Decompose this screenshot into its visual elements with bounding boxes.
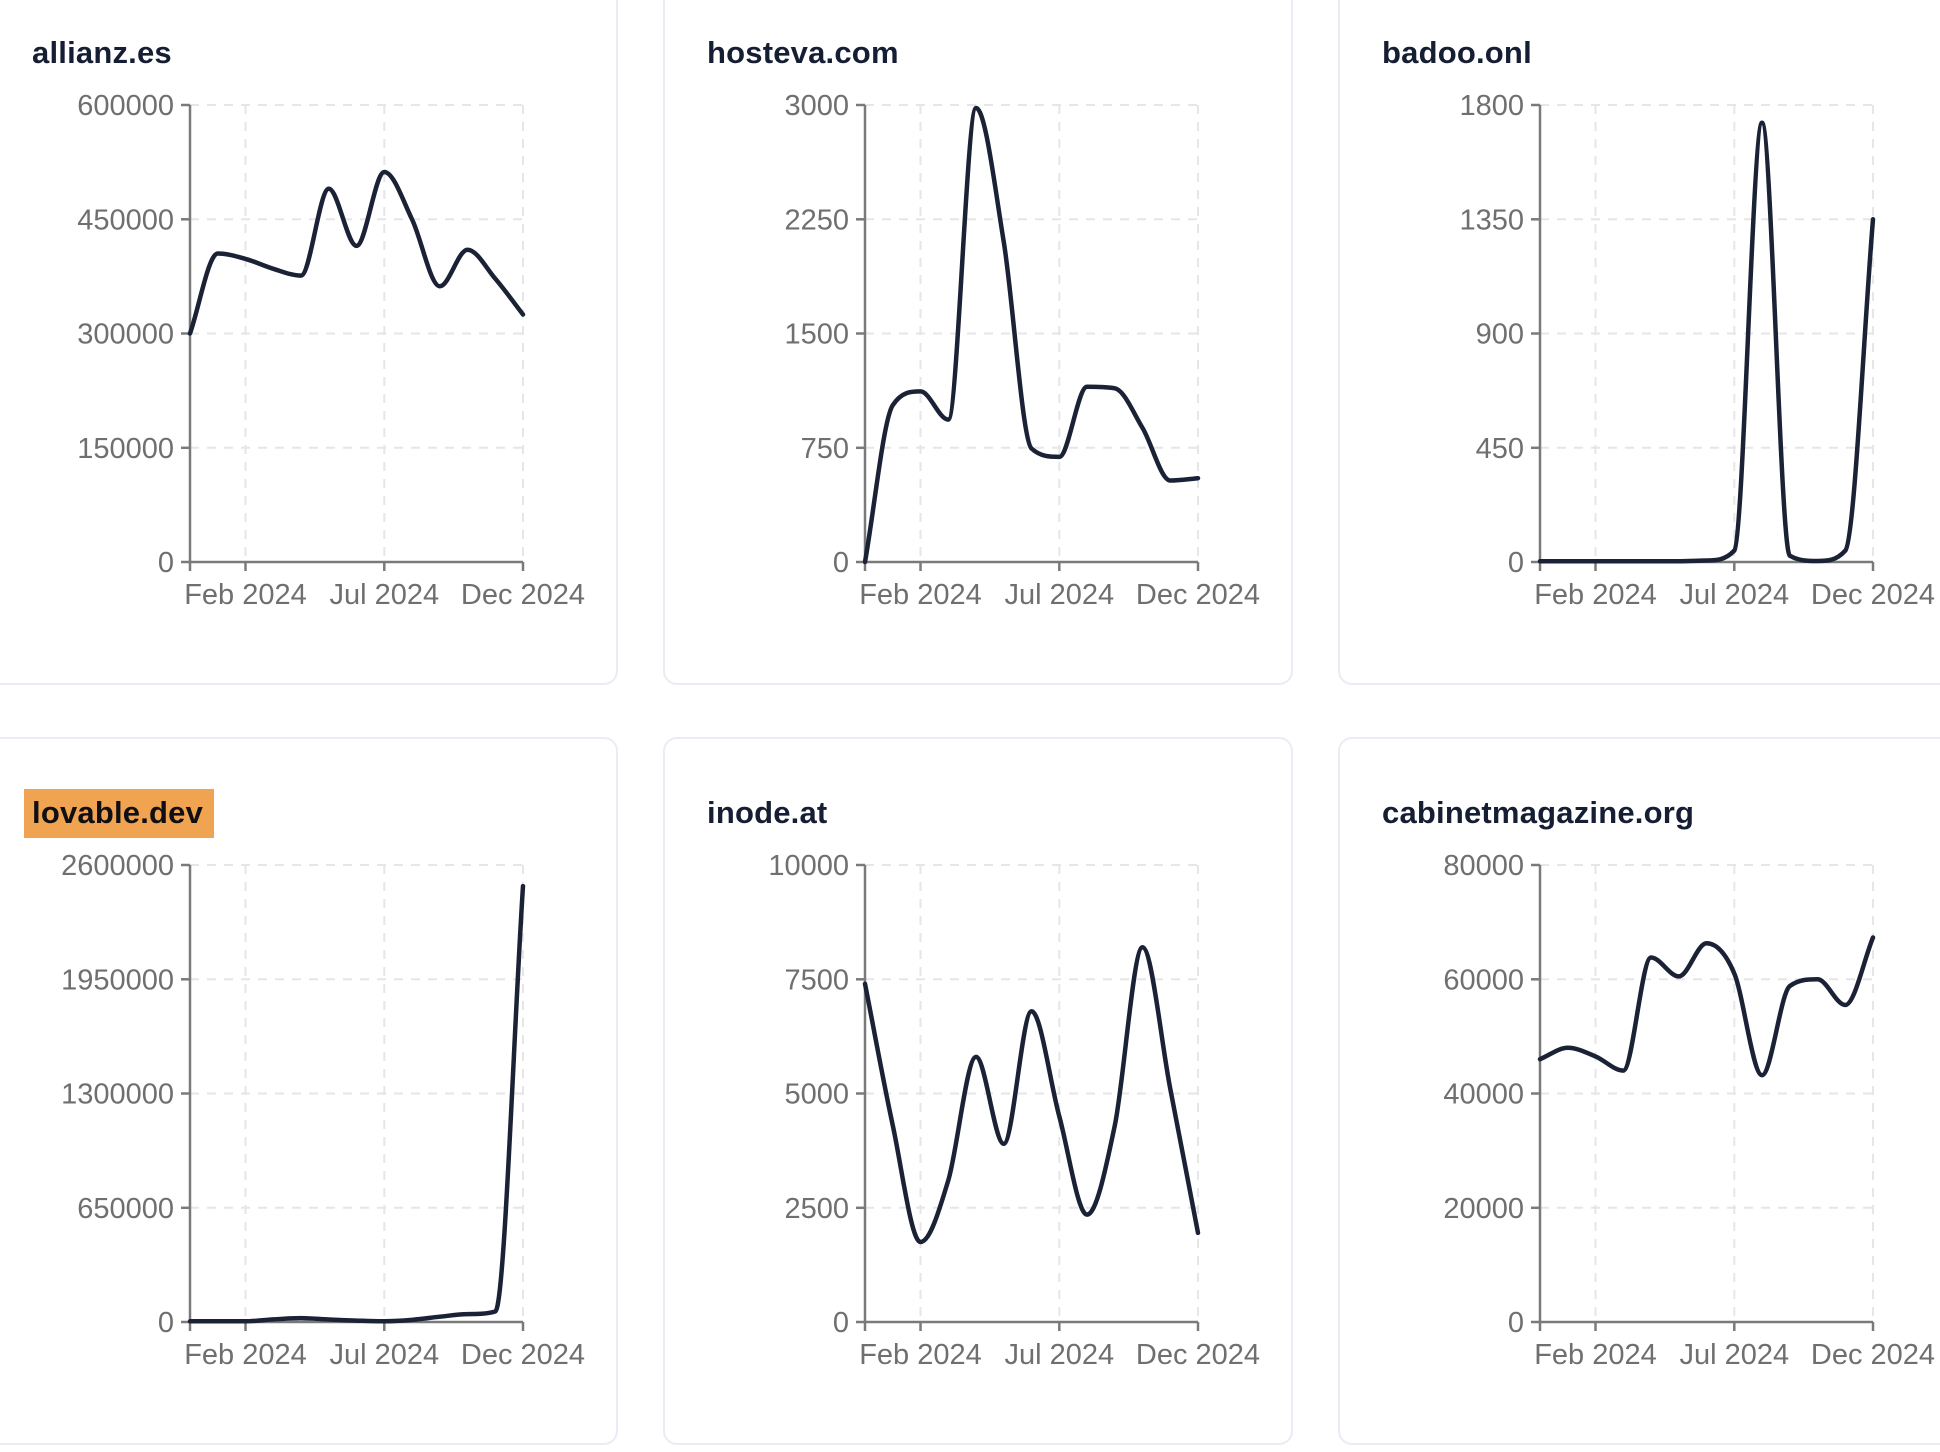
- axis-lines: [188, 865, 523, 1324]
- chart-title-text: badoo.onl: [1382, 34, 1532, 70]
- y-tick-label: 1300000: [61, 1079, 174, 1111]
- x-tick-label: Jul 2024: [1679, 579, 1789, 611]
- line-chart: 3000 2250 1500 750 0 Feb 2024 Jul 2024 Dec 2024: [784, 90, 1260, 611]
- x-tick-label: Jul 2024: [1004, 1339, 1114, 1371]
- y-tick-label: 5000: [784, 1079, 849, 1111]
- axis-lines: [863, 105, 1198, 564]
- y-tick-label: 650000: [77, 1193, 174, 1225]
- x-tick-label: Dec 2024: [1811, 1339, 1935, 1371]
- chart-card-allianz-es[interactable]: allianz.es 600000 450000 300000 150000 0 Feb …: [0, 0, 618, 685]
- chart-title: hosteva.com: [707, 35, 899, 71]
- y-tick-label: 1800: [1459, 90, 1524, 122]
- y-tick-label: 40000: [1443, 1079, 1524, 1111]
- y-tick-label: 0: [833, 547, 849, 579]
- line-chart: 10000 7500 5000 2500 0 Feb 2024 Jul 2024 Dec 20…: [768, 850, 1260, 1371]
- chart-title: cabinetmagazine.org: [1382, 795, 1694, 831]
- x-tick-label: Jul 2024: [1679, 1339, 1789, 1371]
- y-tick-label: 10000: [768, 850, 849, 882]
- chart-card-inode-at[interactable]: inode.at 10000 7500 5000 2500 0 Feb 2024 Jul 2…: [663, 737, 1293, 1445]
- x-tick-label: Feb 2024: [184, 1339, 307, 1371]
- x-tick-label: Dec 2024: [461, 1339, 585, 1371]
- line-chart: 80000 60000 40000 20000 0 Feb 2024 Jul 2024 Dec…: [1443, 850, 1935, 1371]
- y-tick-label: 2250: [784, 204, 849, 236]
- series-line: [1537, 120, 1876, 564]
- y-tick-label: 60000: [1443, 964, 1524, 996]
- x-tick-label: Feb 2024: [859, 579, 982, 611]
- x-tick-label: Jul 2024: [329, 1339, 439, 1371]
- chart-title-text: cabinetmagazine.org: [1382, 794, 1695, 830]
- line-chart: 2600000 1950000 1300000 650000 0 Feb 2024 Jul …: [61, 850, 585, 1371]
- y-tick-label: 0: [1508, 1307, 1524, 1339]
- chart-title-highlight: lovable.dev: [24, 788, 215, 838]
- y-tick-label: 300000: [77, 319, 174, 351]
- y-tick-label: 900: [1476, 319, 1524, 351]
- series-line: [187, 169, 526, 336]
- y-tick-label: 2500: [784, 1193, 849, 1225]
- series-line: [187, 883, 526, 1324]
- axis-lines: [863, 865, 1198, 1324]
- y-tick-label: 1350: [1459, 204, 1524, 236]
- y-tick-label: 450: [1476, 433, 1524, 465]
- chart-card-cabinetmagazine-org[interactable]: cabinetmagazine.org 80000 60000 40000 20000…: [1338, 737, 1940, 1445]
- x-tick-label: Dec 2024: [1136, 1339, 1260, 1371]
- chart-card-lovable-dev[interactable]: lovable.dev 2600000 1950000 1300000 650000 0…: [0, 737, 618, 1445]
- y-tick-label: 0: [833, 1307, 849, 1339]
- y-tick-label: 3000: [784, 90, 849, 122]
- series-line: [1537, 935, 1876, 1078]
- axis-lines: [1538, 865, 1873, 1324]
- y-tick-label: 1950000: [61, 964, 174, 996]
- chart-title: lovable.dev: [24, 788, 215, 838]
- y-tick-label: 450000: [77, 204, 174, 236]
- y-tick-label: 7500: [784, 964, 849, 996]
- chart-title-text: allianz.es: [32, 34, 172, 70]
- x-tick-label: Jul 2024: [329, 579, 439, 611]
- chart-title-text: inode.at: [707, 794, 828, 830]
- axis-lines: [188, 105, 523, 564]
- x-tick-label: Feb 2024: [1534, 1339, 1657, 1371]
- x-tick-label: Feb 2024: [859, 1339, 982, 1371]
- chart-card-hosteva-com[interactable]: hosteva.com 3000 2250 1500 750 0 Feb 2024 Jul …: [663, 0, 1293, 685]
- x-tick-label: Dec 2024: [1811, 579, 1935, 611]
- y-tick-label: 20000: [1443, 1193, 1524, 1225]
- line-chart: 600000 450000 300000 150000 0 Feb 2024 Jul 202…: [77, 90, 585, 611]
- series-line: [862, 105, 1201, 565]
- y-tick-label: 1500: [784, 319, 849, 351]
- x-tick-label: Feb 2024: [184, 579, 307, 611]
- chart-title: allianz.es: [32, 35, 172, 71]
- x-tick-label: Feb 2024: [1534, 579, 1657, 611]
- chart-title: badoo.onl: [1382, 35, 1532, 71]
- x-tick-label: Jul 2024: [1004, 579, 1114, 611]
- y-tick-label: 2600000: [61, 850, 174, 882]
- y-tick-label: 600000: [77, 90, 174, 122]
- x-tick-label: Dec 2024: [461, 579, 585, 611]
- line-chart: 1800 1350 900 450 0 Feb 2024 Jul 2024 Dec 2024: [1459, 90, 1935, 611]
- chart-card-badoo-onl[interactable]: badoo.onl 1800 1350 900 450 0 Feb 2024 Jul 202…: [1338, 0, 1940, 685]
- x-tick-label: Dec 2024: [1136, 579, 1260, 611]
- y-tick-label: 0: [158, 1307, 174, 1339]
- y-tick-label: 750: [801, 433, 849, 465]
- y-tick-label: 80000: [1443, 850, 1524, 882]
- y-tick-label: 150000: [77, 433, 174, 465]
- chart-title-text: hosteva.com: [707, 34, 899, 70]
- y-tick-label: 0: [158, 547, 174, 579]
- y-tick-label: 0: [1508, 547, 1524, 579]
- axis-lines: [1538, 105, 1873, 564]
- series-line: [862, 945, 1201, 1245]
- chart-title: inode.at: [707, 795, 827, 831]
